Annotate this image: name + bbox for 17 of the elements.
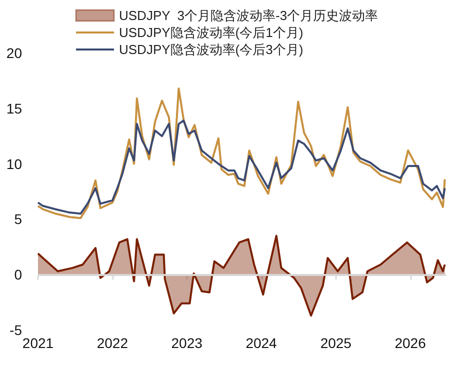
x-tick-label: 2024 (246, 335, 278, 351)
y-tick-label: 0 (14, 266, 22, 283)
y-tick-label: 20 (6, 45, 22, 61)
y-tick-label: -5 (10, 322, 22, 338)
y-tick-label: 10 (6, 156, 22, 172)
x-tick-label: 2023 (171, 335, 203, 351)
y-tick-label: 15 (6, 100, 22, 116)
legend-label: USDJPY 3个月隐含波动率-3个月历史波动率 (119, 8, 378, 23)
y-tick-label: 5 (14, 211, 22, 228)
x-tick-label: 2021 (22, 335, 54, 351)
line-series (37, 87, 446, 220)
x-tick-label: 2022 (96, 335, 128, 351)
legend-label: USDJPY隐含波动率(今后1个月) (119, 25, 304, 40)
x-tick-label: 2026 (394, 335, 426, 351)
x-tick-label: 2025 (320, 335, 352, 351)
legend-label: USDJPY隐含波动率(今后3个月) (119, 42, 304, 57)
line-series (37, 120, 446, 215)
